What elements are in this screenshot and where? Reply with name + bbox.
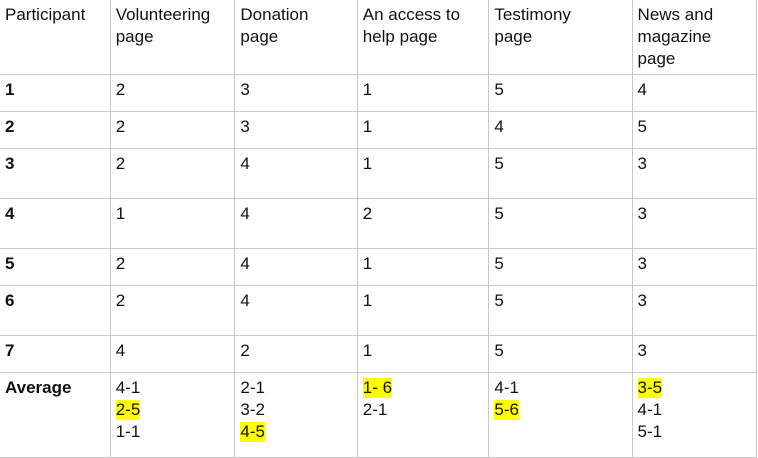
- participant-label: 6: [0, 285, 111, 336]
- average-cell-volunteering: 4-1 2-5 1-1: [109, 372, 236, 458]
- table-cell: 3: [631, 285, 758, 336]
- header-row: Participant Volunteering page Donation p…: [0, 0, 758, 75]
- table-row: 7 4 2 1 5 3: [0, 335, 758, 373]
- table-cell: 2: [356, 198, 490, 249]
- header-news-magazine-page: News and magazine page: [631, 0, 758, 75]
- average-value: 4-1: [494, 378, 519, 397]
- average-value: 4-1: [115, 378, 141, 397]
- table-cell: 3: [631, 248, 758, 286]
- average-value: 1- 6: [362, 378, 393, 398]
- table-cell: 3: [631, 335, 758, 373]
- table-cell: 2: [109, 111, 236, 149]
- table-row: 5 2 4 1 5 3: [0, 248, 758, 286]
- participant-label: 3: [0, 148, 111, 199]
- table-cell: 1: [356, 148, 490, 199]
- table-cell: 2: [109, 285, 236, 336]
- table-row: 3 2 4 1 5 3: [0, 148, 758, 199]
- average-cell-donation: 2-1 3-2 4-5: [234, 372, 358, 458]
- average-label: Average: [0, 372, 111, 458]
- table-cell: 1: [356, 285, 490, 336]
- average-row: Average 4-1 2-5 1-1 2-1 3-2 4-5 1- 6 2-1…: [0, 372, 758, 458]
- average-value: 5-6: [494, 400, 519, 420]
- table-cell: 4: [234, 148, 358, 199]
- table-cell: 2: [109, 74, 236, 112]
- table-cell: 2: [109, 248, 236, 286]
- table-row: 4 1 4 2 5 3: [0, 198, 758, 249]
- average-value: 2-1: [240, 378, 265, 397]
- average-value: 4-1: [637, 400, 663, 419]
- average-cell-testimony: 4-1 5-6: [488, 372, 633, 458]
- participant-label: 4: [0, 198, 111, 249]
- table-cell: 2: [109, 148, 236, 199]
- table-cell: 4: [234, 285, 358, 336]
- table-cell: 1: [356, 335, 490, 373]
- table-cell: 4: [488, 111, 633, 149]
- participant-label: 2: [0, 111, 111, 149]
- table-cell: 5: [488, 285, 633, 336]
- average-value: 5-1: [637, 422, 663, 441]
- table-cell: 1: [109, 198, 236, 249]
- table-cell: 1: [356, 111, 490, 149]
- participant-label: 7: [0, 335, 111, 373]
- table-cell: 4: [234, 248, 358, 286]
- table-cell: 3: [631, 198, 758, 249]
- table-row: 1 2 3 1 5 4: [0, 74, 758, 112]
- table-cell: 1: [356, 248, 490, 286]
- average-value: 2-1: [362, 400, 388, 419]
- table-cell: 5: [631, 111, 758, 149]
- average-cell-help: 1- 6 2-1: [356, 372, 490, 458]
- table-cell: 1: [356, 74, 490, 112]
- table-row: 2 2 3 1 4 5: [0, 111, 758, 149]
- average-value: 3-5: [637, 378, 663, 398]
- average-value: 1-1: [115, 422, 141, 441]
- header-volunteering-page: Volunteering page: [109, 0, 236, 75]
- header-donation-page: Donation page: [234, 0, 358, 75]
- table-cell: 4: [631, 74, 758, 112]
- table-cell: 2: [234, 335, 358, 373]
- participant-label: 1: [0, 74, 111, 112]
- table-cell: 3: [234, 111, 358, 149]
- table-cell: 4: [234, 198, 358, 249]
- header-testimony-page: Testimony page: [488, 0, 633, 75]
- table-row: 6 2 4 1 5 3: [0, 285, 758, 336]
- table-cell: 3: [631, 148, 758, 199]
- participant-label: 5: [0, 248, 111, 286]
- header-participant: Participant: [0, 0, 111, 75]
- average-cell-news: 3-5 4-1 5-1: [631, 372, 758, 458]
- average-value: 2-5: [115, 400, 141, 420]
- average-value: 4-5: [240, 422, 265, 442]
- table-cell: 5: [488, 335, 633, 373]
- table-cell: 5: [488, 148, 633, 199]
- table-cell: 5: [488, 248, 633, 286]
- header-help-page: An access to help page: [356, 0, 490, 75]
- table-cell: 3: [234, 74, 358, 112]
- table-cell: 5: [488, 74, 633, 112]
- table-cell: 4: [109, 335, 236, 373]
- table-cell: 5: [488, 198, 633, 249]
- average-value: 3-2: [240, 400, 265, 419]
